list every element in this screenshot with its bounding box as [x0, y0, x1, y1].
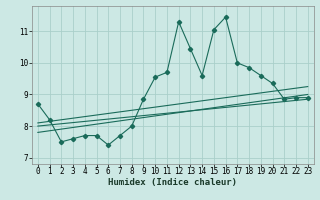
X-axis label: Humidex (Indice chaleur): Humidex (Indice chaleur) [108, 178, 237, 187]
